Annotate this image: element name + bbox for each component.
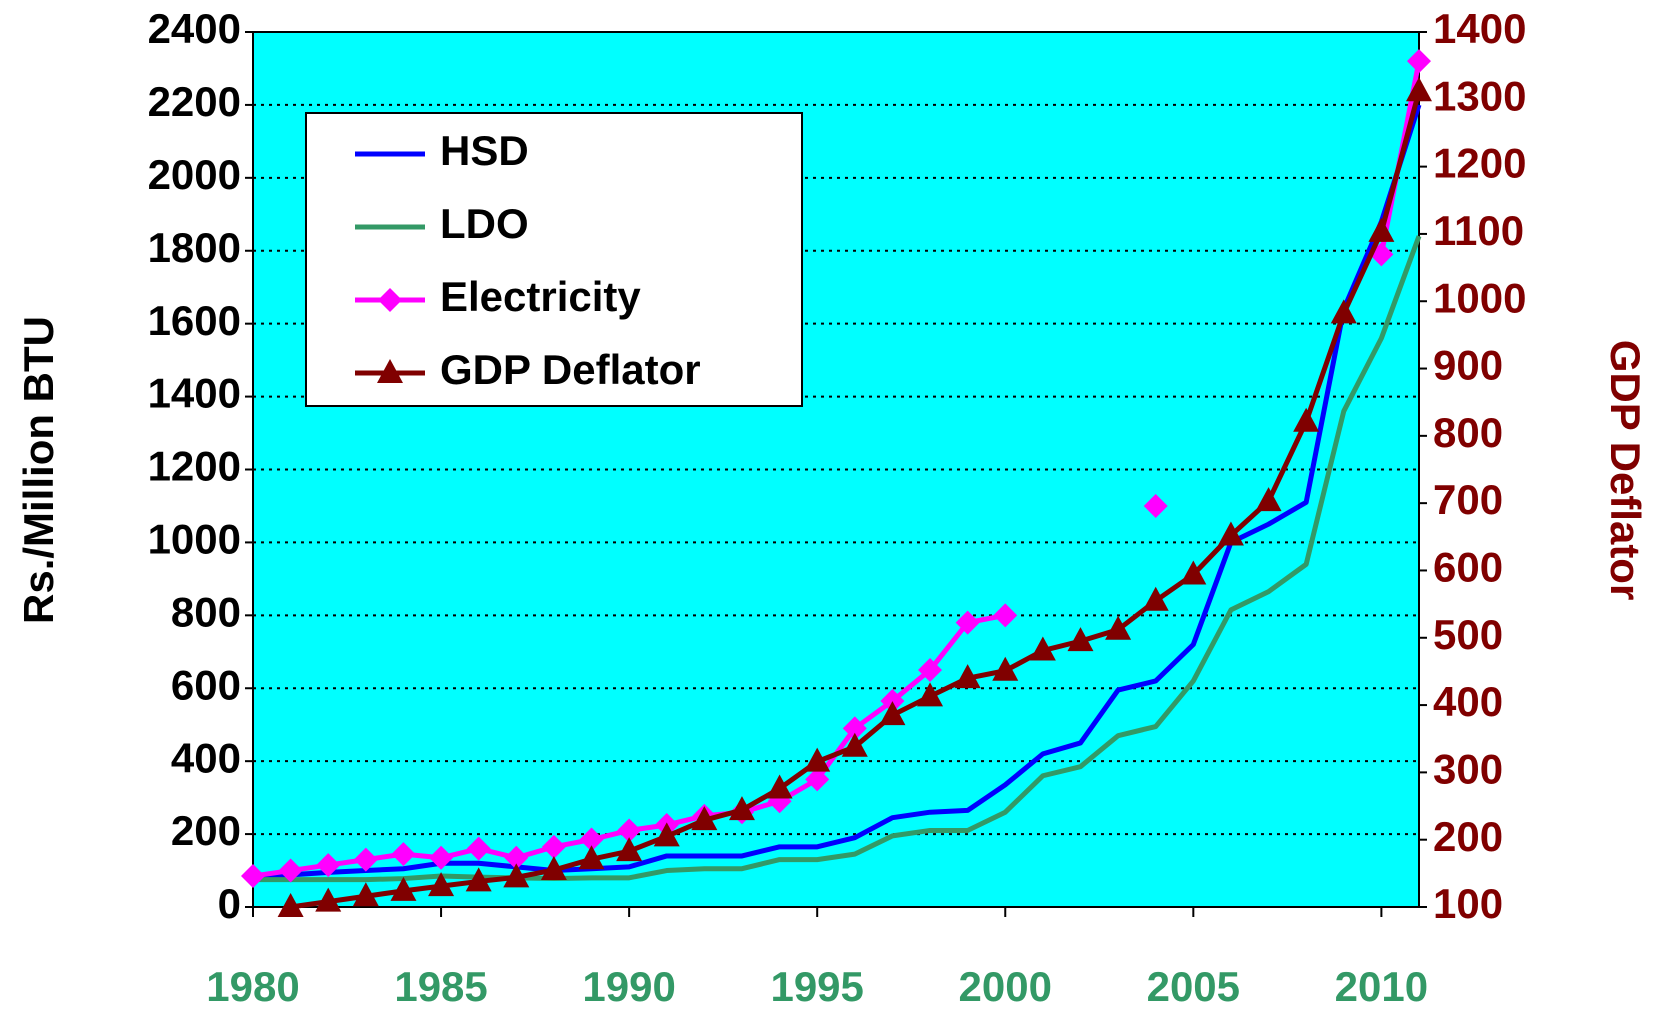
data-point (918, 658, 943, 683)
y-tick-label: 1200 (148, 443, 241, 490)
y2-tick-label: 900 (1433, 342, 1503, 389)
y2-tick-label: 1000 (1433, 274, 1526, 321)
y-tick-label: 2400 (148, 5, 241, 52)
x-tick-label: 1995 (770, 963, 863, 1010)
data-point (766, 774, 793, 799)
y-tick-label: 800 (171, 588, 241, 635)
y2-tick-label: 300 (1433, 745, 1503, 792)
legend-marker (378, 288, 402, 312)
data-point (428, 872, 455, 897)
x-tick-label: 1980 (206, 963, 299, 1010)
legend: HSD LDO Electricity GDP Deflator (305, 112, 803, 407)
data-point (1067, 627, 1094, 652)
data-point (1217, 521, 1244, 546)
data-point (429, 845, 454, 870)
data-point (1368, 217, 1395, 242)
data-point (241, 864, 265, 889)
y2-tick-label: 400 (1433, 678, 1503, 725)
data-point (879, 701, 906, 726)
data-point (954, 664, 981, 689)
y2-axis-label: GDP Deflator (1602, 340, 1649, 601)
data-point (653, 822, 680, 847)
data-point (578, 845, 605, 870)
data-point (466, 836, 491, 861)
data-point (1029, 636, 1056, 661)
y2-tick-label: 1400 (1433, 5, 1526, 52)
data-point (841, 732, 868, 757)
data-point (955, 610, 980, 635)
legend-label: LDO (440, 200, 529, 247)
y2-tick-label: 1300 (1433, 72, 1526, 119)
data-point (390, 876, 417, 901)
y2-tick-label: 500 (1433, 611, 1503, 658)
data-point (616, 837, 643, 862)
data-point (352, 882, 379, 907)
data-point (316, 853, 341, 878)
x-tick-label: 2000 (959, 963, 1052, 1010)
y2-tick-label: 1200 (1433, 140, 1526, 187)
x-tick-label: 2010 (1335, 963, 1428, 1010)
x-tick-label: 1985 (394, 963, 487, 1010)
data-point (1180, 560, 1207, 585)
y2-tick-label: 700 (1433, 476, 1503, 523)
x-tick-label: 1990 (582, 963, 675, 1010)
y-tick-label: 1000 (148, 516, 241, 563)
y-tick-label: 1400 (148, 370, 241, 417)
data-point (1407, 49, 1431, 74)
data-point (842, 716, 867, 741)
legend-label: HSD (440, 127, 529, 174)
y-tick-label: 1800 (148, 224, 241, 271)
data-point (391, 842, 416, 867)
series-line (253, 235, 1422, 883)
y-tick-label: 1600 (148, 297, 241, 344)
data-point (353, 847, 378, 872)
y2-tick-label: 100 (1433, 880, 1503, 927)
y-tick-label: 400 (171, 734, 241, 781)
data-point (278, 858, 303, 883)
legend-label: Electricity (440, 273, 641, 320)
data-point (917, 682, 944, 707)
data-point (992, 656, 1019, 681)
data-point (880, 689, 905, 714)
data-point (1255, 487, 1282, 512)
data-point (993, 603, 1018, 628)
y-tick-label: 600 (171, 661, 241, 708)
data-point (504, 845, 529, 870)
y-tick-label: 200 (171, 807, 241, 854)
data-point (728, 796, 755, 821)
legend-marker (377, 359, 403, 383)
data-point (315, 887, 342, 912)
y2-tick-label: 800 (1433, 409, 1503, 456)
data-point (805, 767, 830, 792)
data-point (1105, 615, 1132, 640)
y-axis-label: Rs./Million BTU (15, 316, 62, 624)
y-tick-label: 0 (218, 880, 241, 927)
legend-label: GDP Deflator (440, 346, 701, 393)
data-point (691, 806, 718, 831)
data-point (541, 834, 566, 859)
data-point (1330, 299, 1357, 324)
y2-tick-label: 200 (1433, 813, 1503, 860)
data-point (540, 855, 567, 880)
legend-box (305, 112, 803, 407)
y2-tick-label: 1100 (1433, 207, 1524, 254)
x-tick-label: 2005 (1147, 963, 1240, 1010)
y-tick-label: 2200 (148, 78, 241, 125)
data-point (465, 867, 492, 892)
data-point (579, 827, 604, 852)
data-point (617, 818, 642, 843)
data-point (1406, 77, 1432, 102)
data-point (277, 893, 304, 917)
data-point (1143, 493, 1168, 518)
y2-tick-label: 600 (1433, 544, 1503, 591)
data-point (503, 863, 530, 888)
y-tick-label: 2000 (148, 151, 241, 198)
data-point (1293, 407, 1320, 432)
data-point (1142, 586, 1169, 611)
data-point (804, 747, 831, 772)
